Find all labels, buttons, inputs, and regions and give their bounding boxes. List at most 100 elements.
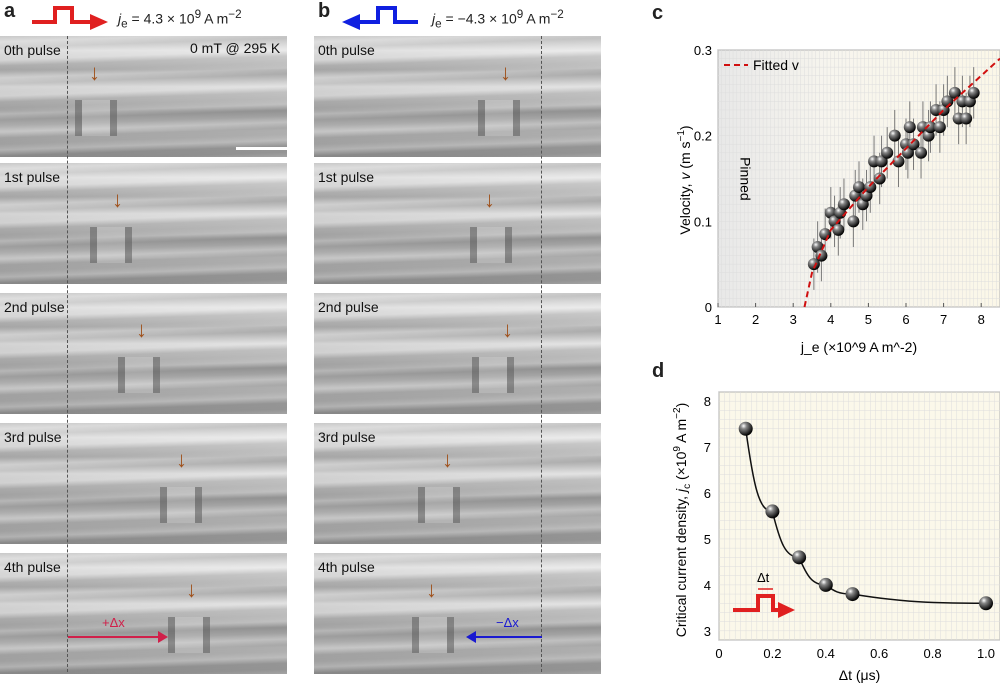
data-point xyxy=(875,155,888,168)
y-tick-label: 0.1 xyxy=(694,214,712,229)
data-point xyxy=(960,112,973,125)
pulse-label: 4th pulse xyxy=(4,559,61,575)
domain-arrow-icon: ↓ xyxy=(500,60,511,85)
shift-arrow-a xyxy=(68,636,164,638)
condition-label: 0 mT @ 295 K xyxy=(190,40,281,56)
current-density-label-b: je = −4.3 × 109 A m−2 xyxy=(432,8,564,31)
y-tick-label: 0.2 xyxy=(694,129,712,144)
domain-arrow-icon: ↓ xyxy=(112,187,123,212)
y-axis-label: Critical current density, jc (×109 A m−2… xyxy=(672,403,693,638)
data-point xyxy=(765,504,780,519)
data-point xyxy=(819,228,832,241)
domain-wall xyxy=(412,617,454,653)
x-tick-label: 0.2 xyxy=(763,646,781,661)
panel-label-d: d xyxy=(652,360,665,382)
x-tick-label: 0 xyxy=(715,646,722,661)
x-axis-label: Δt (μs) xyxy=(839,667,881,683)
domain-arrow-icon: ↓ xyxy=(426,577,437,602)
y-tick-label: 4 xyxy=(704,578,711,593)
kerr-image-b-1: 1st pulse ↓ xyxy=(314,163,601,284)
domain-wall xyxy=(470,227,512,263)
pulse-arrow-left-icon xyxy=(342,6,418,30)
y-tick-label: 0 xyxy=(705,300,712,315)
domain-arrow-icon: ↓ xyxy=(442,447,453,472)
pinned-annotation: Pinned xyxy=(738,157,754,201)
data-point xyxy=(807,258,820,271)
x-tick-label: 3 xyxy=(790,312,797,327)
kerr-image-a-1: 1st pulse ↓ xyxy=(0,163,287,284)
data-point xyxy=(892,155,905,168)
pulse-label: 3rd pulse xyxy=(4,429,62,445)
domain-arrow-icon: ↓ xyxy=(484,187,495,212)
kerr-image-a-0: 0th pulse ↓ xyxy=(0,36,287,157)
x-tick-label: 7 xyxy=(940,312,947,327)
y-tick-label: 6 xyxy=(704,486,711,501)
pulse-label: 1st pulse xyxy=(318,169,375,185)
kerr-image-b-4: 4th pulse ↓ xyxy=(314,553,601,674)
domain-arrow-icon: ↓ xyxy=(186,577,197,602)
domain-wall xyxy=(418,487,460,523)
x-tick-label: 2 xyxy=(752,312,759,327)
fit-line xyxy=(803,57,1000,308)
pulse-label: 1st pulse xyxy=(4,169,61,185)
x-tick-label: 5 xyxy=(865,312,872,327)
data-point xyxy=(907,138,920,151)
domain-wall xyxy=(472,357,514,393)
data-point xyxy=(933,121,946,134)
shift-arrow-b xyxy=(476,636,542,638)
kerr-image-a-2: 2nd pulse ↓ xyxy=(0,293,287,414)
domain-arrow-icon: ↓ xyxy=(502,317,513,342)
data-point xyxy=(815,249,828,262)
pulse-label: 0th pulse xyxy=(4,42,61,58)
domain-wall xyxy=(75,100,117,136)
data-point xyxy=(903,121,916,134)
data-point xyxy=(881,146,894,159)
current-density-label-a: je = 4.3 × 109 A m−2 xyxy=(118,8,242,31)
scale-bar xyxy=(236,147,300,150)
kerr-image-b-2: 2nd pulse ↓ xyxy=(314,293,601,414)
pulse-inset-icon xyxy=(733,594,785,612)
data-point xyxy=(792,550,807,565)
x-tick-label: 0.4 xyxy=(817,646,835,661)
kerr-image-a-3: 3rd pulse ↓ xyxy=(0,423,287,544)
domain-wall xyxy=(168,617,210,653)
data-point xyxy=(873,172,886,185)
kerr-image-b-0: 0th pulse ↓ xyxy=(314,36,601,157)
panel-label-c: c xyxy=(652,2,664,24)
data-point xyxy=(888,129,901,142)
kerr-image-b-3: 3rd pulse ↓ xyxy=(314,423,601,544)
y-tick-label: 7 xyxy=(704,440,711,455)
x-tick-label: 4 xyxy=(827,312,834,327)
y-tick-label: 5 xyxy=(704,532,711,547)
data-point xyxy=(915,146,928,159)
x-tick-label: 0.8 xyxy=(924,646,942,661)
critical-current-chart: 0 0.2 0.4 0.6 0.8 1.0 3 4 5 6 7 8 Δt (μs) Critical cu… xyxy=(672,391,1000,683)
domain-wall xyxy=(478,100,520,136)
pulse-label: 2nd pulse xyxy=(318,299,379,315)
pulse-arrow-right-icon xyxy=(32,6,108,30)
pulse-label: 3rd pulse xyxy=(318,429,376,445)
data-point xyxy=(853,181,865,194)
data-point xyxy=(845,587,860,602)
domain-arrow-icon: ↓ xyxy=(136,317,147,342)
pulse-label: 0th pulse xyxy=(318,42,375,58)
data-point xyxy=(979,596,993,611)
domain-wall xyxy=(160,487,202,523)
legend-label: Fitted v xyxy=(753,57,799,73)
x-tick-label: 8 xyxy=(978,312,985,327)
y-tick-label: 8 xyxy=(704,394,711,409)
y-tick-label: 3 xyxy=(704,624,711,639)
x-tick-label: 0.6 xyxy=(870,646,888,661)
y-tick-label: 0.3 xyxy=(694,43,712,58)
x-tick-label: 1 xyxy=(714,312,721,327)
arrowhead-icon xyxy=(466,631,476,643)
x-tick-label: 1.0 xyxy=(977,646,995,661)
pulse-label: 4th pulse xyxy=(318,559,375,575)
pulse-arrowhead-icon xyxy=(778,602,795,618)
data-point xyxy=(924,121,937,134)
reference-line-a xyxy=(67,36,68,672)
shift-label-a: +Δx xyxy=(102,615,125,630)
domain-wall xyxy=(118,357,160,393)
data-point xyxy=(837,198,850,211)
velocity-chart: 1 2 3 4 5 6 7 8 0 0.1 0.2 0.3 j_e (×10^9 A m^-2) Velo… xyxy=(676,43,1000,355)
